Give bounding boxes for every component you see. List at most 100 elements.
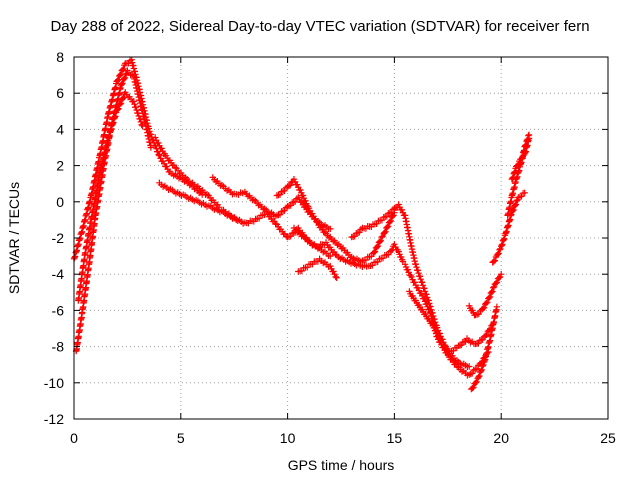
data-point bbox=[276, 191, 284, 198]
data-point bbox=[479, 305, 487, 312]
y-tick-label: -10 bbox=[44, 375, 64, 391]
data-point bbox=[216, 204, 223, 211]
data-point bbox=[514, 162, 521, 169]
data-point bbox=[107, 126, 114, 134]
data-point bbox=[518, 193, 525, 200]
data-point bbox=[484, 299, 491, 306]
data-point bbox=[78, 229, 85, 237]
data-point bbox=[421, 285, 428, 292]
data-point bbox=[156, 152, 163, 159]
data-point bbox=[384, 223, 391, 231]
data-point bbox=[480, 304, 488, 311]
data-point bbox=[116, 100, 124, 108]
data-point bbox=[496, 246, 503, 253]
data-point bbox=[134, 109, 142, 117]
data-point bbox=[120, 65, 127, 72]
data-point bbox=[511, 169, 518, 176]
data-point bbox=[479, 336, 486, 343]
data-point bbox=[287, 202, 294, 209]
data-point bbox=[412, 261, 419, 268]
data-point bbox=[121, 74, 129, 81]
data-point bbox=[105, 133, 112, 140]
data-point bbox=[172, 164, 179, 171]
data-point bbox=[131, 101, 138, 108]
y-tick-label: 0 bbox=[56, 194, 64, 210]
x-tick-label: 5 bbox=[177, 430, 185, 446]
series-sat-track-12 bbox=[401, 261, 492, 379]
data-point bbox=[521, 189, 528, 196]
data-point bbox=[475, 310, 482, 318]
data-point bbox=[512, 201, 520, 208]
data-point bbox=[218, 181, 226, 189]
data-point bbox=[509, 174, 517, 181]
data-point bbox=[458, 341, 465, 349]
axis-ticks: 0 5 10 15 20 25 -12 -10 -8 -6 -4 -2 0 2 4 6 8 bbox=[44, 49, 616, 446]
data-point bbox=[419, 279, 426, 286]
data-point bbox=[116, 71, 124, 79]
grid-lines bbox=[74, 57, 608, 419]
data-point bbox=[513, 197, 520, 205]
data-point bbox=[389, 213, 396, 220]
data-point bbox=[493, 279, 501, 286]
data-point bbox=[281, 187, 288, 194]
data-point bbox=[414, 267, 422, 274]
data-point bbox=[495, 274, 503, 281]
y-tick-label: -8 bbox=[52, 339, 65, 355]
data-point bbox=[419, 282, 427, 289]
data-point bbox=[114, 77, 121, 84]
data-point bbox=[416, 273, 424, 280]
series-sat-track-9 bbox=[290, 224, 407, 270]
data-point bbox=[500, 236, 507, 243]
data-point bbox=[417, 276, 424, 283]
data-point bbox=[483, 300, 490, 307]
data-point bbox=[121, 75, 128, 82]
data-point bbox=[477, 367, 485, 375]
data-point bbox=[333, 274, 340, 281]
data-point bbox=[509, 207, 516, 214]
data-point bbox=[119, 66, 126, 73]
data-point bbox=[453, 363, 461, 370]
data-point bbox=[130, 98, 137, 105]
data-point bbox=[137, 118, 145, 126]
data-point bbox=[473, 378, 480, 386]
data-point bbox=[357, 226, 364, 233]
data-point bbox=[515, 161, 522, 168]
data-point bbox=[351, 233, 358, 240]
series-sat-track-10 bbox=[295, 255, 340, 281]
data-point bbox=[490, 284, 497, 291]
data-point bbox=[486, 293, 494, 300]
data-point bbox=[122, 71, 129, 78]
data-point bbox=[466, 371, 473, 378]
data-point bbox=[473, 365, 480, 372]
data-point bbox=[281, 207, 288, 214]
data-point bbox=[498, 271, 505, 278]
chart-title: Day 288 of 2022, Sidereal Day-to-day VTE… bbox=[50, 18, 590, 35]
data-point bbox=[383, 213, 390, 220]
data-point bbox=[114, 106, 121, 113]
data-point bbox=[111, 114, 118, 121]
data-point bbox=[287, 182, 294, 189]
data-point bbox=[385, 223, 392, 230]
series-sat-track-11 bbox=[348, 201, 473, 370]
data-point bbox=[472, 366, 479, 373]
data-point bbox=[133, 106, 140, 114]
y-tick-label: 2 bbox=[56, 158, 64, 174]
data-point bbox=[117, 100, 125, 107]
data-point bbox=[119, 80, 126, 87]
data-point bbox=[152, 134, 159, 141]
data-point bbox=[478, 366, 485, 374]
series-sat-track-6 bbox=[209, 174, 334, 233]
data-point bbox=[462, 338, 469, 345]
x-tick-label: 15 bbox=[387, 430, 403, 446]
data-point bbox=[135, 112, 142, 120]
data-point bbox=[313, 218, 320, 225]
data-point bbox=[466, 363, 473, 370]
data-point bbox=[469, 385, 476, 392]
data-point bbox=[415, 270, 422, 277]
data-point bbox=[300, 232, 307, 239]
data-point bbox=[494, 251, 501, 258]
series-sat-track-15 bbox=[468, 303, 501, 393]
data-point bbox=[523, 143, 530, 150]
data-point bbox=[495, 250, 502, 257]
x-tick-label: 10 bbox=[280, 430, 296, 446]
